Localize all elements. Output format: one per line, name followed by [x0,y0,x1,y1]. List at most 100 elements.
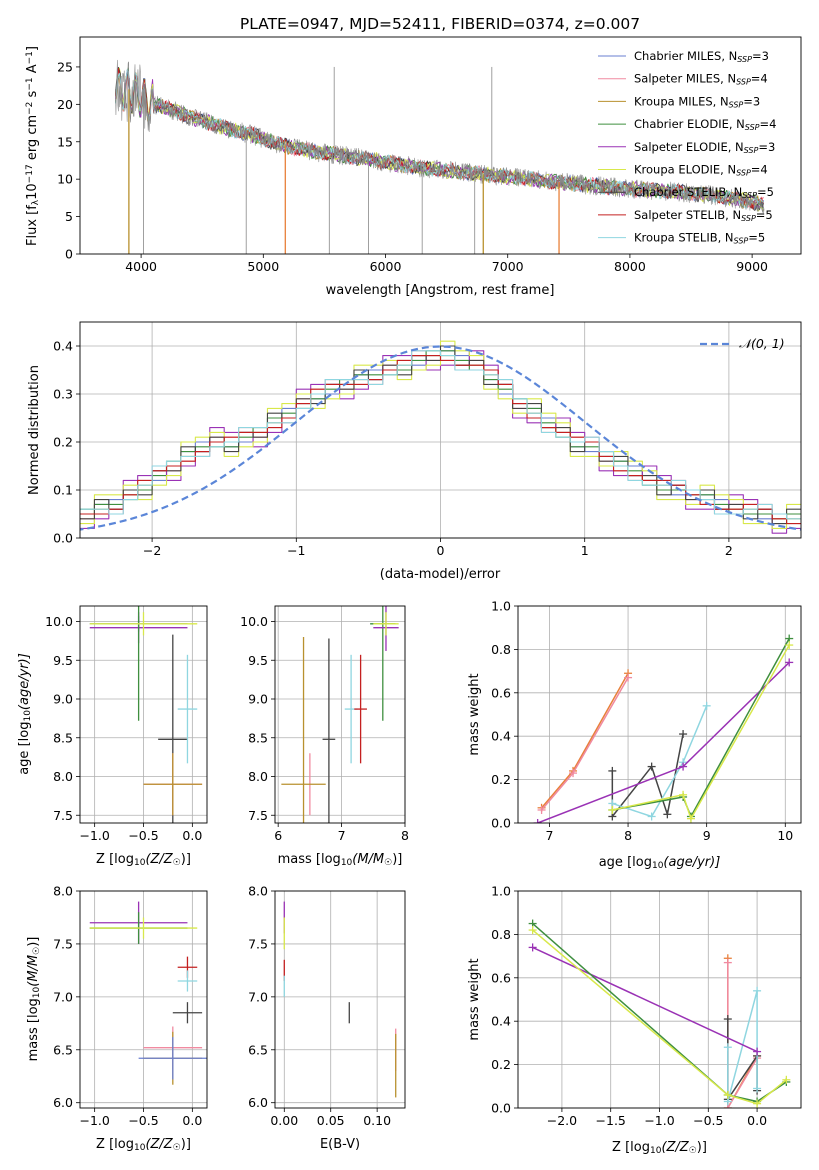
model-spectrum-line [114,67,764,209]
x-tick-label: 0.0 [747,1113,767,1128]
x-axis-label-part: 10 [134,1143,146,1153]
y-axis-label-part: −1 [25,77,35,90]
x-tick-label: 0.10 [363,1113,391,1128]
x-axis-label: Z [log10(Z/Z☉)] [96,852,191,868]
y-tick-label: 9.5 [248,653,268,668]
normal-reference-curve [80,345,801,531]
x-axis-label: E(B-V) [320,1137,360,1152]
spectrum-panel: 4000 5000 6000 7000 8000 9000 0 5 10 15 20 25 Chabri… [25,36,802,298]
x-tick-label: 0 [437,543,445,558]
x-axis-label-part: 10 [652,861,664,871]
y-tick-label: 7.0 [53,989,73,1004]
legend-label-count: =3 [752,49,769,63]
y-tick-label: 6.5 [248,1042,268,1057]
plot-area [528,919,791,1108]
y-tick-label: 9.0 [53,692,73,707]
y-tick-label: 10 [57,172,73,187]
x-tick-label: −0.5 [128,1113,158,1128]
axes-frame [274,605,406,824]
y-axis-label: Normed distribution [27,365,42,495]
x-tick-label: 7000 [492,259,524,274]
y-tick-label: 8.5 [248,730,268,745]
y-axis-label-part: −17 [25,164,35,183]
axes-frame [517,890,802,1109]
y-tick-label: 0.3 [53,387,73,402]
x-tick-label: 0.0 [182,1113,202,1128]
x-tick-label: 8000 [614,259,646,274]
mass-vs-metallicity-panel: −1.0 −0.5 0.06.06.57.07.58.0Z [log10(Z/Z☉)… [26,884,208,1153]
x-tick-label: 0.0 [182,828,202,843]
y-axis-label: mass weight [467,673,482,755]
legend-label-base: Kroupa STELIB, N [634,231,734,245]
y-axis-label: Flux [fλ10−17 erg cm−2 s−1 A−1] [25,46,41,246]
legend-label: Chabrier ELODIE, NSSP=4 [634,117,776,132]
x-axis-label-part: (age/yr)] [663,855,720,870]
legend-label-count: =3 [758,140,775,154]
legend-label-sub: SSP [734,237,749,246]
legend-label-base: Chabrier MILES, N [634,49,737,63]
y-axis-label-part: −2 [25,102,35,115]
y-tick-label: 0.2 [491,1057,511,1072]
x-tick-label: 1 [581,543,589,558]
x-tick-label: −1.5 [596,1113,626,1128]
x-axis-label-part: ☉ [384,858,392,868]
y-tick-label: 10.0 [240,614,268,629]
y-axis-label: age [log10(age/yr)] [17,653,33,775]
x-tick-label: 6000 [370,259,402,274]
y-axis-label-part: s [25,90,40,101]
legend-label-base: Kroupa MILES, N [634,94,729,108]
legend-label-base: Chabrier ELODIE, N [634,117,745,131]
x-tick-label: 5000 [247,259,279,274]
mass-weight-line [532,946,758,1053]
x-axis-label-part: )] [697,1140,707,1155]
x-tick-label: −0.5 [693,1113,723,1128]
legend-label: Chabrier MILES, NSSP=3 [634,49,769,64]
plot-area [114,59,765,254]
legend-label-sub: SSP [745,123,760,132]
y-tick-label: 0.0 [53,531,73,546]
legend-label-count: =4 [751,72,768,86]
legend-label-sub: SSP [737,55,752,64]
observed-spectrum-line [115,59,765,214]
x-tick-label: 0.05 [317,1113,345,1128]
x-axis-label-part: age [log [599,855,652,870]
x-axis-label-part: (M/M [352,852,384,867]
x-axis-label-part: )] [181,852,191,867]
x-tick-label: 10 [777,828,793,843]
x-axis-label-part: ☉ [173,858,181,868]
x-tick-label: −2 [143,543,161,558]
y-axis-label-part: 10 [23,710,33,722]
legend-label: Kroupa ELODIE, NSSP=4 [634,163,768,178]
plot-area [89,606,203,823]
legend-label: Kroupa MILES, NSSP=3 [634,94,760,109]
y-tick-label: 0.0 [491,816,511,831]
mass-vs-extinction-panel: 0.00 0.05 0.10 6.0 6.5 7.0 7.5 8.0 E(B-V) [248,884,406,1152]
y-tick-label: 9.5 [53,653,73,668]
y-tick-label: 0.4 [53,339,73,354]
x-axis-label: Z [log10(Z/Z☉)] [96,1137,191,1153]
x-axis-label-part: 10 [341,858,353,868]
x-axis-label-part: mass [log [278,852,341,867]
legend-label-count: =3 [743,94,760,108]
x-axis-label: (data-model)/error [380,567,501,582]
mass-weight-line [727,962,758,1108]
plot-area [281,606,399,823]
x-tick-label: 0.00 [270,1113,298,1128]
x-axis-label-part: )] [181,1137,191,1152]
y-axis-label-part: 10 [32,986,42,998]
y-tick-label: 5 [65,209,73,224]
age-vs-metallicity-panel: −1.0 −0.5 0.07.58.08.59.09.510.0Z [log10(Z… [17,605,208,868]
axes-frame [79,890,208,1109]
legend-label-sub: SSP [744,146,759,155]
y-tick-label: 0.8 [491,642,511,657]
y-tick-label: 0.2 [53,435,73,450]
x-tick-label: 2 [725,543,733,558]
y-tick-label: 7.5 [53,808,73,823]
legend-label: Salpeter STELIB, NSSP=5 [634,208,773,223]
y-tick-label: 8.0 [53,884,73,899]
x-axis-label: wavelength [Angstrom, rest frame] [326,283,555,298]
legend-label-base: Salpeter STELIB, N [634,208,741,222]
y-axis-label: mass weight [467,958,482,1040]
x-tick-label: 8 [624,828,632,843]
